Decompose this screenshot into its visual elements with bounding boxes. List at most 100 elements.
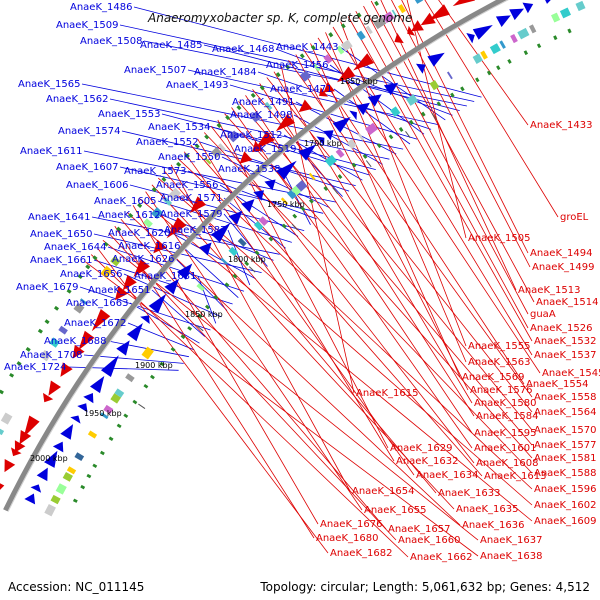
forward-gene-label[interactable]: AnaeK_1631 — [134, 271, 196, 282]
forward-gene-label[interactable]: AnaeK_1656 — [60, 269, 122, 280]
reverse-gene-label[interactable]: AnaeK_1537 — [534, 350, 596, 361]
reverse-gene-label[interactable]: AnaeK_1638 — [480, 551, 542, 562]
forward-gene-label[interactable]: AnaeK_1443 — [276, 42, 338, 53]
forward-gene-label[interactable]: AnaeK_1573 — [124, 166, 186, 177]
forward-gene-label[interactable]: AnaeK_1606 — [66, 180, 128, 191]
reverse-gene-label[interactable]: AnaeK_1629 — [390, 443, 452, 454]
forward-gene-label[interactable]: AnaeK_1579 — [160, 209, 222, 220]
forward-gene-label[interactable]: AnaeK_1672 — [64, 318, 126, 329]
reverse-gene-label[interactable]: AnaeK_1654 — [352, 486, 414, 497]
forward-gene-label[interactable]: AnaeK_1565 — [18, 79, 80, 90]
reverse-gene-label[interactable]: AnaeK_1615 — [356, 388, 418, 399]
forward-gene-label[interactable]: AnaeK_1538 — [218, 164, 280, 175]
reverse-gene-label[interactable]: AnaeK_1588 — [534, 468, 596, 479]
forward-gene-label[interactable]: AnaeK_1493 — [166, 80, 228, 91]
reverse-gene-label[interactable]: AnaeK_1657 — [388, 524, 450, 535]
forward-gene-label[interactable]: AnaeK_1620 — [108, 228, 170, 239]
reverse-gene-label[interactable]: AnaeK_1569 — [462, 372, 524, 383]
reverse-gene-label[interactable]: AnaeK_1609 — [534, 516, 596, 527]
forward-gene-label[interactable]: AnaeK_1611 — [20, 146, 82, 157]
reverse-gene-label[interactable]: guaA — [530, 309, 556, 320]
reverse-gene-label[interactable]: AnaeK_1554 — [526, 379, 588, 390]
forward-gene-label[interactable]: AnaeK_1605 — [94, 196, 156, 207]
reverse-gene-label[interactable]: groEL — [560, 212, 589, 223]
forward-gene-label[interactable]: AnaeK_1509 — [56, 20, 118, 31]
reverse-gene-label[interactable]: AnaeK_1576 — [470, 385, 532, 396]
reverse-gene-label[interactable]: AnaeK_1555 — [468, 341, 530, 352]
reverse-gene-label[interactable]: AnaeK_1545 — [542, 368, 600, 379]
reverse-gene-label[interactable]: AnaeK_1595 — [474, 428, 536, 439]
forward-gene-label[interactable]: AnaeK_1508 — [80, 36, 142, 47]
forward-gene-label[interactable]: AnaeK_1491 — [232, 97, 294, 108]
reverse-gene-label[interactable]: AnaeK_1613 — [484, 471, 546, 482]
reverse-gene-label[interactable]: AnaeK_1577 — [534, 440, 596, 451]
forward-gene-label[interactable]: AnaeK_1519 — [234, 144, 296, 155]
gc-mark — [151, 187, 157, 193]
reverse-gene-label[interactable]: AnaeK_1433 — [530, 120, 592, 131]
forward-gene-label[interactable]: AnaeK_1468 — [212, 44, 274, 55]
gc-mark — [194, 143, 200, 149]
forward-gene-label[interactable]: AnaeK_1688 — [44, 336, 106, 347]
reverse-gene-label[interactable]: AnaeK_1570 — [534, 425, 596, 436]
reverse-gene-label[interactable]: AnaeK_1564 — [534, 407, 596, 418]
reverse-gene-label[interactable]: AnaeK_1680 — [316, 533, 378, 544]
forward-gene-label[interactable]: AnaeK_1650 — [30, 229, 92, 240]
forward-gene-label[interactable]: AnaeK_1556 — [156, 180, 218, 191]
reverse-gene-label[interactable]: AnaeK_1662 — [410, 552, 472, 563]
reverse-gene-label[interactable]: AnaeK_1682 — [330, 548, 392, 559]
forward-gene-label[interactable]: AnaeK_1552 — [136, 137, 198, 148]
forward-gene-label[interactable]: AnaeK_1498 — [230, 110, 292, 121]
forward-gene-label[interactable]: AnaeK_1571 — [160, 193, 222, 204]
forward-gene-label[interactable]: AnaeK_1550 — [158, 152, 220, 163]
forward-gene-label[interactable]: AnaeK_1663 — [66, 298, 128, 309]
forward-gene-label[interactable]: AnaeK_1612 — [98, 210, 160, 221]
reverse-gene-label[interactable]: AnaeK_1532 — [534, 336, 596, 347]
reverse-gene-label[interactable]: AnaeK_1526 — [530, 323, 592, 334]
forward-gene-label[interactable]: AnaeK_1507 — [124, 65, 186, 76]
reverse-gene-label[interactable]: AnaeK_1494 — [530, 248, 592, 259]
forward-gene-label[interactable]: AnaeK_1486 — [70, 2, 132, 13]
forward-gene-label[interactable]: AnaeK_1456 — [266, 60, 328, 71]
reverse-gene-label[interactable]: AnaeK_1660 — [398, 535, 460, 546]
reverse-gene-label[interactable]: AnaeK_1655 — [364, 505, 426, 516]
reverse-gene-label[interactable]: AnaeK_1637 — [480, 535, 542, 546]
forward-gene-label[interactable]: AnaeK_1679 — [16, 282, 78, 293]
forward-gene-label[interactable]: AnaeK_1724 — [4, 362, 66, 373]
reverse-gene-label[interactable]: AnaeK_1580 — [474, 398, 536, 409]
forward-gene-label[interactable]: AnaeK_1553 — [98, 109, 160, 120]
forward-gene-label[interactable]: AnaeK_1471 — [270, 84, 332, 95]
forward-gene-label[interactable]: AnaeK_1484 — [194, 67, 256, 78]
reverse-gene-label[interactable]: AnaeK_1584 — [476, 411, 538, 422]
reverse-gene-label[interactable]: AnaeK_1563 — [468, 357, 530, 368]
forward-gene-label[interactable]: AnaeK_1644 — [44, 242, 106, 253]
reverse-gene-label[interactable]: AnaeK_1514 — [536, 297, 598, 308]
reverse-gene-label[interactable]: AnaeK_1632 — [396, 456, 458, 467]
reverse-gene-label[interactable]: AnaeK_1635 — [456, 504, 518, 515]
forward-gene-label[interactable]: AnaeK_1587 — [164, 225, 226, 236]
reverse-gene-label[interactable]: AnaeK_1636 — [462, 520, 524, 531]
reverse-gene-label[interactable]: AnaeK_1596 — [534, 484, 596, 495]
forward-gene-label[interactable]: AnaeK_1512 — [220, 130, 282, 141]
reverse-gene-label[interactable]: AnaeK_1558 — [534, 392, 596, 403]
reverse-gene-label[interactable]: AnaeK_1633 — [438, 488, 500, 499]
forward-gene-label[interactable]: AnaeK_1651 — [88, 285, 150, 296]
forward-gene-label[interactable]: AnaeK_1626 — [112, 254, 174, 265]
reverse-gene-label[interactable]: AnaeK_1499 — [532, 262, 594, 273]
forward-gene-label[interactable]: AnaeK_1562 — [46, 94, 108, 105]
forward-gene-label[interactable]: AnaeK_1607 — [56, 162, 118, 173]
reverse-gene-label[interactable]: AnaeK_1601 — [474, 443, 536, 454]
reverse-gene-label[interactable]: AnaeK_1505 — [468, 233, 530, 244]
forward-gene-label[interactable]: AnaeK_1641 — [28, 212, 90, 223]
reverse-gene-label[interactable]: AnaeK_1581 — [534, 453, 596, 464]
forward-gene-label[interactable]: AnaeK_1616 — [118, 241, 180, 252]
forward-gene-label[interactable]: AnaeK_1574 — [58, 126, 120, 137]
reverse-gene-label[interactable]: AnaeK_1602 — [534, 500, 596, 511]
forward-gene-label[interactable]: AnaeK_1534 — [148, 122, 210, 133]
reverse-gene-label[interactable]: AnaeK_1608 — [476, 458, 538, 469]
reverse-gene-label[interactable]: AnaeK_1676 — [320, 519, 382, 530]
reverse-gene-label[interactable]: AnaeK_1513 — [518, 285, 580, 296]
forward-gene-label[interactable]: AnaeK_1708 — [20, 350, 82, 361]
forward-gene-label[interactable]: AnaeK_1485 — [140, 40, 202, 51]
forward-gene-label[interactable]: AnaeK_1661 — [30, 255, 92, 266]
reverse-gene-label[interactable]: AnaeK_1634 — [416, 470, 478, 481]
